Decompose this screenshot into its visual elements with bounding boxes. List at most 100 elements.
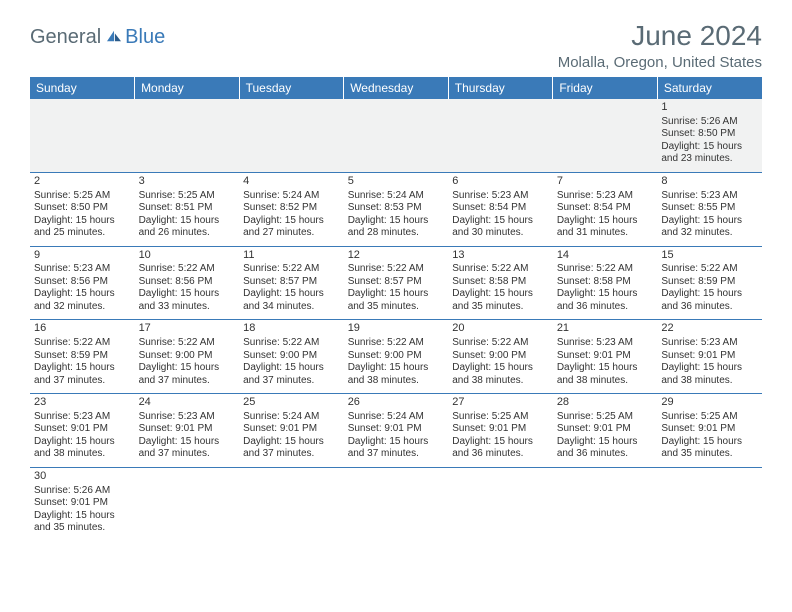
day-detail: Daylight: 15 hours <box>661 288 758 301</box>
calendar-empty <box>239 99 344 172</box>
day-detail: Daylight: 15 hours <box>557 215 654 228</box>
calendar-empty <box>657 467 762 540</box>
day-number: 27 <box>452 396 549 410</box>
day-detail: Daylight: 15 hours <box>348 215 445 228</box>
calendar-day: 28Sunrise: 5:25 AMSunset: 9:01 PMDayligh… <box>553 394 658 468</box>
day-detail: Daylight: 15 hours <box>557 288 654 301</box>
day-number: 18 <box>243 322 340 336</box>
day-detail: and 38 minutes. <box>661 375 758 388</box>
calendar-empty <box>553 99 658 172</box>
day-detail: Sunrise: 5:23 AM <box>557 337 654 350</box>
day-detail: Sunset: 8:54 PM <box>557 202 654 215</box>
day-detail: Sunset: 8:50 PM <box>34 202 131 215</box>
calendar-empty <box>553 467 658 540</box>
title-block: June 2024 Molalla, Oregon, United States <box>558 20 762 71</box>
day-detail: Daylight: 15 hours <box>243 436 340 449</box>
calendar-day: 14Sunrise: 5:22 AMSunset: 8:58 PMDayligh… <box>553 246 658 320</box>
weekday-header: Monday <box>135 77 240 99</box>
day-detail: Sunrise: 5:26 AM <box>661 116 758 129</box>
day-detail: Sunrise: 5:22 AM <box>348 263 445 276</box>
day-detail: Daylight: 15 hours <box>139 215 236 228</box>
day-number: 26 <box>348 396 445 410</box>
day-detail: Sunrise: 5:23 AM <box>452 190 549 203</box>
day-detail: Sunset: 8:57 PM <box>348 276 445 289</box>
day-number: 12 <box>348 249 445 263</box>
day-detail: Sunrise: 5:23 AM <box>34 411 131 424</box>
calendar-week: 30Sunrise: 5:26 AMSunset: 9:01 PMDayligh… <box>30 467 762 540</box>
calendar-day: 2Sunrise: 5:25 AMSunset: 8:50 PMDaylight… <box>30 172 135 246</box>
day-detail: Daylight: 15 hours <box>139 288 236 301</box>
calendar-day: 25Sunrise: 5:24 AMSunset: 9:01 PMDayligh… <box>239 394 344 468</box>
day-detail: Sunset: 9:01 PM <box>243 423 340 436</box>
calendar-week: 2Sunrise: 5:25 AMSunset: 8:50 PMDaylight… <box>30 172 762 246</box>
day-detail: Sunrise: 5:22 AM <box>139 263 236 276</box>
day-detail: and 36 minutes. <box>452 448 549 461</box>
day-detail: Sunset: 8:59 PM <box>34 350 131 363</box>
day-number: 9 <box>34 249 131 263</box>
day-number: 7 <box>557 175 654 189</box>
day-detail: Daylight: 15 hours <box>452 436 549 449</box>
day-detail: Daylight: 15 hours <box>34 215 131 228</box>
calendar-day: 13Sunrise: 5:22 AMSunset: 8:58 PMDayligh… <box>448 246 553 320</box>
day-detail: and 35 minutes. <box>348 301 445 314</box>
calendar-day: 21Sunrise: 5:23 AMSunset: 9:01 PMDayligh… <box>553 320 658 394</box>
day-detail: Sunrise: 5:25 AM <box>139 190 236 203</box>
weekday-header: Wednesday <box>344 77 449 99</box>
calendar-week: 23Sunrise: 5:23 AMSunset: 9:01 PMDayligh… <box>30 394 762 468</box>
day-detail: Sunset: 8:58 PM <box>452 276 549 289</box>
calendar-empty <box>344 467 449 540</box>
day-number: 20 <box>452 322 549 336</box>
calendar-day: 15Sunrise: 5:22 AMSunset: 8:59 PMDayligh… <box>657 246 762 320</box>
day-detail: Sunset: 8:55 PM <box>661 202 758 215</box>
weekday-header: Thursday <box>448 77 553 99</box>
day-number: 29 <box>661 396 758 410</box>
calendar-week: 16Sunrise: 5:22 AMSunset: 8:59 PMDayligh… <box>30 320 762 394</box>
day-detail: Daylight: 15 hours <box>348 362 445 375</box>
calendar-day: 22Sunrise: 5:23 AMSunset: 9:01 PMDayligh… <box>657 320 762 394</box>
day-number: 25 <box>243 396 340 410</box>
day-detail: Sunset: 9:01 PM <box>661 423 758 436</box>
day-detail: Sunrise: 5:26 AM <box>34 485 131 498</box>
day-detail: and 33 minutes. <box>139 301 236 314</box>
day-detail: Sunrise: 5:22 AM <box>243 337 340 350</box>
day-detail: and 31 minutes. <box>557 227 654 240</box>
day-detail: and 23 minutes. <box>661 153 758 166</box>
calendar-day: 12Sunrise: 5:22 AMSunset: 8:57 PMDayligh… <box>344 246 449 320</box>
day-detail: Sunset: 8:56 PM <box>139 276 236 289</box>
day-detail: and 36 minutes. <box>557 301 654 314</box>
day-detail: Daylight: 15 hours <box>243 215 340 228</box>
logo-text-general: General <box>30 26 101 49</box>
day-number: 30 <box>34 470 131 484</box>
day-detail: Sunrise: 5:24 AM <box>348 190 445 203</box>
day-detail: and 27 minutes. <box>243 227 340 240</box>
calendar-day: 23Sunrise: 5:23 AMSunset: 9:01 PMDayligh… <box>30 394 135 468</box>
day-detail: Sunset: 8:54 PM <box>452 202 549 215</box>
day-detail: Sunrise: 5:22 AM <box>661 263 758 276</box>
day-number: 24 <box>139 396 236 410</box>
day-number: 19 <box>348 322 445 336</box>
day-number: 28 <box>557 396 654 410</box>
calendar-day: 3Sunrise: 5:25 AMSunset: 8:51 PMDaylight… <box>135 172 240 246</box>
day-detail: Sunset: 9:00 PM <box>243 350 340 363</box>
day-number: 15 <box>661 249 758 263</box>
day-number: 11 <box>243 249 340 263</box>
day-detail: Sunrise: 5:22 AM <box>452 263 549 276</box>
day-detail: Daylight: 15 hours <box>557 362 654 375</box>
day-detail: Sunset: 8:57 PM <box>243 276 340 289</box>
day-detail: Sunset: 8:50 PM <box>661 128 758 141</box>
calendar-day: 27Sunrise: 5:25 AMSunset: 9:01 PMDayligh… <box>448 394 553 468</box>
day-detail: and 35 minutes. <box>452 301 549 314</box>
logo-text-blue: Blue <box>125 26 165 49</box>
day-detail: Sunset: 9:00 PM <box>452 350 549 363</box>
calendar-day: 16Sunrise: 5:22 AMSunset: 8:59 PMDayligh… <box>30 320 135 394</box>
day-detail: Sunrise: 5:24 AM <box>243 190 340 203</box>
page-title: June 2024 <box>558 20 762 52</box>
day-number: 5 <box>348 175 445 189</box>
day-detail: Sunset: 8:53 PM <box>348 202 445 215</box>
day-detail: Sunset: 8:56 PM <box>34 276 131 289</box>
day-number: 22 <box>661 322 758 336</box>
day-detail: and 36 minutes. <box>661 301 758 314</box>
day-detail: Daylight: 15 hours <box>661 141 758 154</box>
day-detail: Sunrise: 5:23 AM <box>661 190 758 203</box>
calendar-day: 4Sunrise: 5:24 AMSunset: 8:52 PMDaylight… <box>239 172 344 246</box>
